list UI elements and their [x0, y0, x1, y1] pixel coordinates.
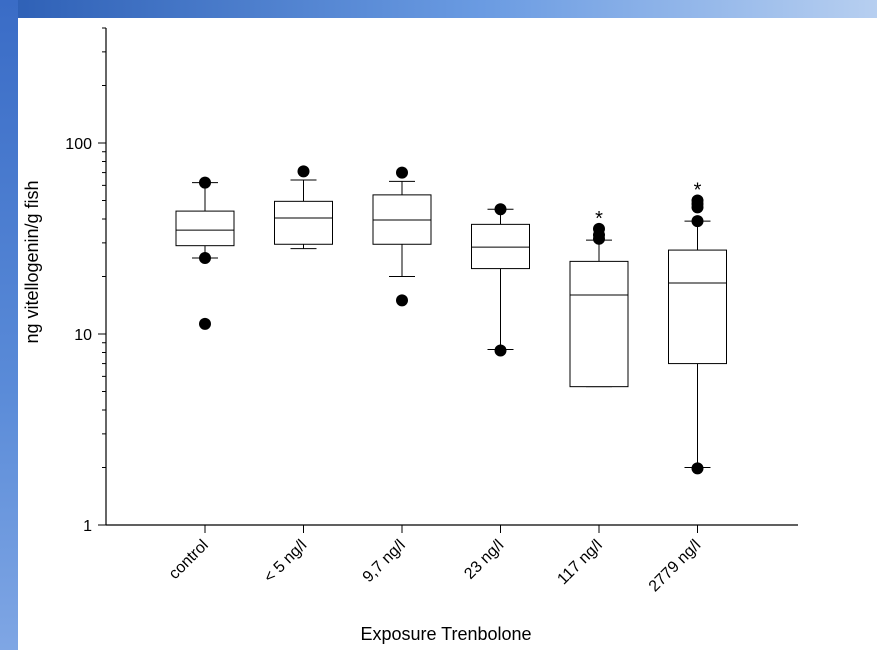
significance-star: *: [694, 179, 702, 201]
x-tick-label: control: [166, 537, 212, 583]
outlier-point: [297, 165, 310, 178]
outlier-point: [691, 462, 704, 475]
box-iqr: [175, 210, 235, 247]
outlier-point: [691, 215, 704, 228]
significance-star: *: [595, 208, 603, 230]
box-iqr: [471, 223, 530, 270]
slide-top-band: [0, 0, 877, 18]
y-tick-label: 10: [74, 327, 92, 344]
y-axis-title: ng vitellogenin/g fish: [22, 180, 42, 343]
outlier-point: [593, 222, 605, 235]
box-iqr: [668, 249, 727, 365]
outlier-point: [691, 194, 704, 207]
outlier-point: [199, 176, 211, 189]
y-axis-ticks: 1 10 100: [65, 27, 106, 535]
x-axis-ticks: control < 5 ng/l 9,7 ng/l 23 ng/l 117 ng/l 27…: [166, 525, 704, 595]
slide-left-band: [0, 0, 18, 650]
y-tick-label: 100: [65, 136, 92, 153]
box-group: *: [569, 208, 629, 388]
outlier-point: [199, 317, 211, 330]
outlier-point: [396, 166, 408, 179]
box-group: [471, 203, 530, 357]
box-group: [175, 176, 235, 330]
x-axis-title: Exposure Trenbolone: [360, 624, 531, 644]
box-group: *: [668, 179, 727, 475]
box-iqr: [569, 260, 629, 388]
outlier-point: [494, 344, 507, 357]
x-tick-label: 23 ng/l: [461, 537, 507, 583]
x-tick-label: 9,7 ng/l: [360, 537, 409, 586]
x-tick-label: < 5 ng/l: [261, 537, 310, 586]
x-tick-label: 2779 ng/l: [646, 537, 705, 596]
y-tick-label: 1: [83, 518, 92, 535]
slide-canvas: [18, 18, 877, 650]
box-group: [274, 165, 333, 250]
outlier-point: [199, 251, 211, 264]
box-series: **: [175, 165, 727, 475]
box-group: [372, 166, 432, 307]
outlier-point: [494, 203, 507, 216]
outlier-point: [396, 294, 408, 307]
box-iqr: [274, 200, 333, 245]
x-tick-label: 117 ng/l: [554, 537, 605, 588]
